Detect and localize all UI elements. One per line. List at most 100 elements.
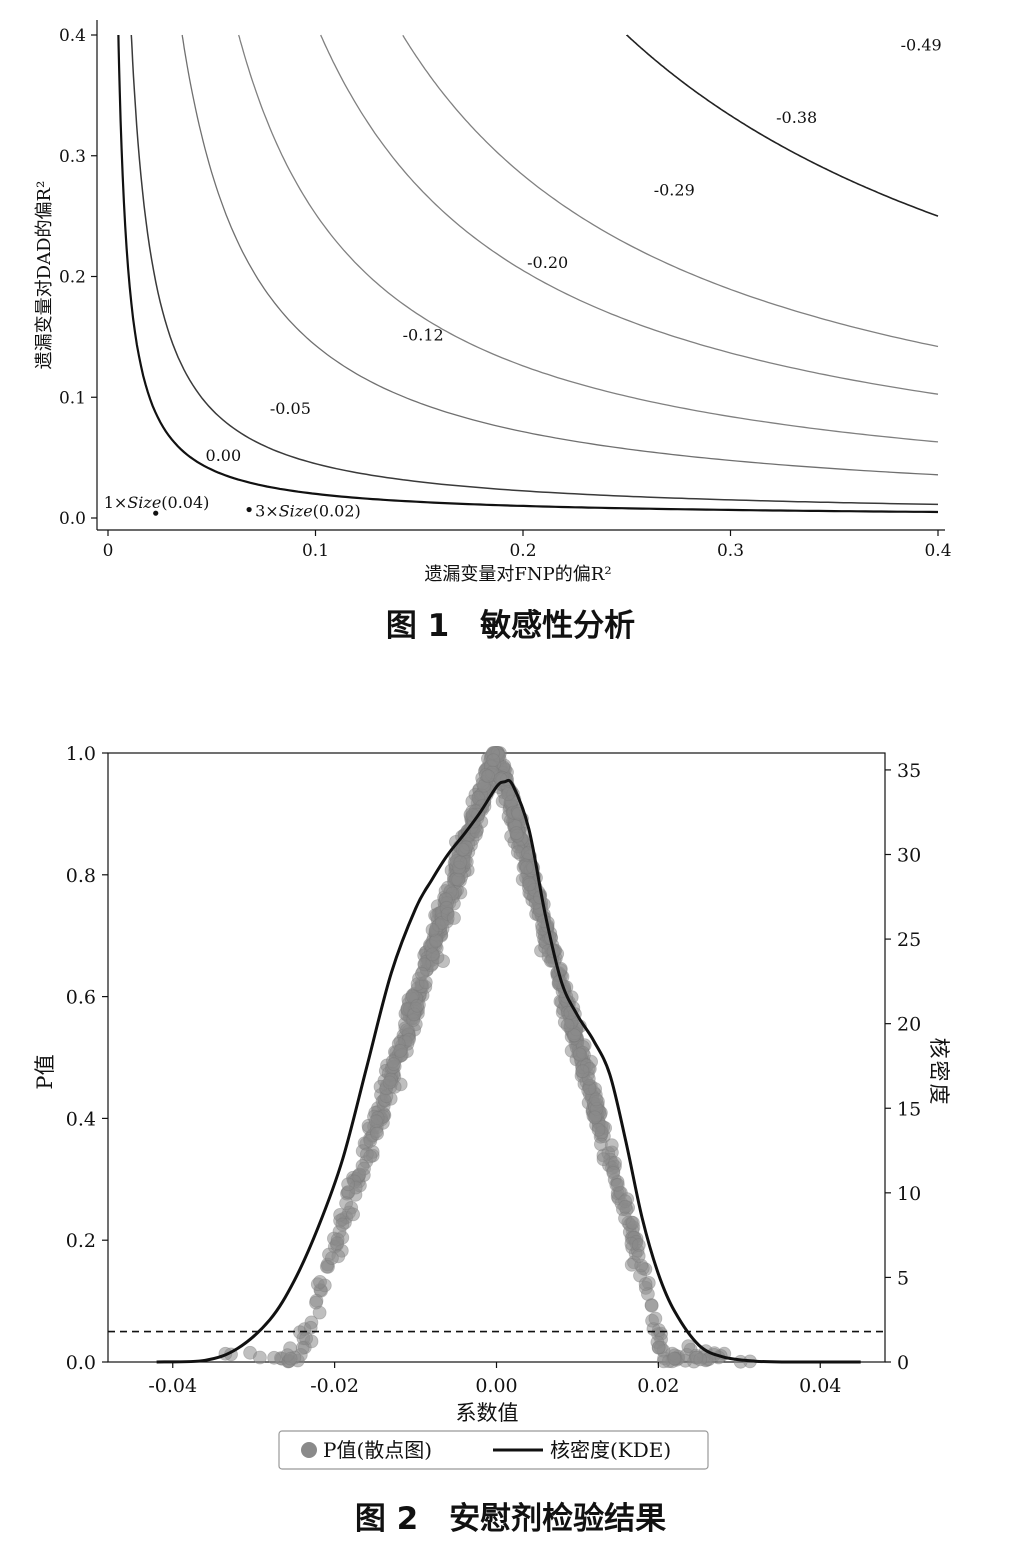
contour-line — [402, 34, 939, 348]
scatter-point — [501, 787, 516, 801]
chart2-left-ticks: 0.0 0.2 0.4 0.6 0.8 1.0 — [66, 743, 108, 1374]
scatter-point — [346, 1207, 361, 1222]
legend-kde-label: 核密度(KDE) — [550, 1438, 671, 1462]
chart2-x-tick-label: 0.02 — [637, 1375, 679, 1397]
scatter-point — [651, 1340, 666, 1355]
contour-line — [626, 34, 939, 217]
benchmark-point — [246, 506, 252, 513]
scatter-point — [339, 1196, 354, 1211]
chart1-x-tick-label: 0.2 — [509, 541, 536, 561]
scatter-point — [382, 1075, 397, 1090]
chart2-x-tick-label: 0.00 — [475, 1375, 517, 1397]
scatter-point — [425, 947, 440, 962]
chart1-x-label: 遗漏变量对FNP的偏R² — [424, 564, 611, 585]
scatter-point — [410, 998, 425, 1013]
contour-label: -0.05 — [270, 399, 311, 418]
scatter-point — [447, 911, 461, 925]
benchmark-label: 1×Size(0.04) — [104, 493, 210, 512]
chart2-right-tick-label: 25 — [897, 929, 921, 951]
scatter-point — [610, 1177, 625, 1192]
chart2-left-tick-label: 0.4 — [66, 1108, 96, 1130]
chart1-axes — [96, 20, 945, 531]
scatter-point — [618, 1199, 633, 1214]
chart1-y-tick-label: 0.1 — [59, 388, 86, 408]
chart2-frame — [107, 752, 886, 1363]
scatter-point — [575, 1064, 590, 1079]
contour-line — [238, 34, 939, 443]
scatter-point — [283, 1351, 298, 1366]
scatter-point — [453, 855, 468, 870]
scatter-point — [330, 1236, 345, 1251]
scatter-point — [341, 1177, 356, 1192]
scatter-point — [522, 877, 537, 892]
chart1-x-tick-label: 0.4 — [924, 541, 951, 561]
chart2-kde-line — [156, 778, 861, 1364]
chart1-x-tick-label: 0.1 — [302, 541, 329, 561]
scatter-point — [451, 872, 466, 887]
chart2-x-tick-label: -0.04 — [148, 1375, 197, 1397]
scatter-point — [667, 1351, 682, 1366]
chart2-right-tick-label: 35 — [897, 760, 921, 782]
scatter-point — [509, 826, 524, 840]
benchmark-point — [153, 510, 159, 516]
contour-label: -0.49 — [901, 36, 942, 55]
scatter-point — [638, 1277, 653, 1291]
chart1-y-tick-label: 0.4 — [59, 26, 86, 46]
contour-line — [130, 34, 939, 506]
chart2-x-ticks: -0.04 -0.02 0.00 0.02 0.04 — [148, 1362, 841, 1397]
chart2-x-tick-label: -0.02 — [310, 1375, 359, 1397]
scatter-point — [324, 1251, 339, 1265]
scatter-point — [693, 1352, 708, 1367]
scatter-point — [604, 1138, 619, 1153]
scatter-point — [560, 1018, 575, 1033]
sensitivity-chart: 0.0 0.1 0.2 0.3 0.4 0 0.1 0.2 0.3 0.4 0.00 -0.05 -… — [34, 20, 952, 585]
chart2-right-tick-label: 15 — [897, 1098, 921, 1120]
scatter-point — [648, 1311, 663, 1326]
chart2-right-tick-label: 0 — [897, 1352, 909, 1374]
chart2-x-tick-label: 0.04 — [799, 1375, 841, 1397]
scatter-point — [425, 922, 440, 937]
chart2-left-tick-label: 0.2 — [66, 1230, 96, 1252]
chart1-benchmarks: 1×Size(0.04) 3×Size(0.02) — [104, 493, 361, 520]
scatter-point — [363, 1149, 378, 1164]
chart2-scatter-points — [218, 746, 757, 1369]
contour-label: -0.12 — [403, 325, 444, 344]
figure1-caption: 图 1 敏感性分析 — [385, 608, 636, 644]
chart2-legend: P值(散点图) 核密度(KDE) — [278, 1430, 709, 1470]
legend-scatter-label: P值(散点图) — [323, 1438, 432, 1462]
scatter-point — [295, 1341, 310, 1355]
scatter-point — [567, 1028, 582, 1043]
legend-scatter-marker — [301, 1442, 317, 1458]
scatter-point — [414, 966, 429, 981]
chart1-y-tick-label: 0.0 — [59, 509, 86, 529]
chart1-y-tick-label: 0.2 — [59, 268, 86, 288]
scatter-point — [313, 1275, 327, 1289]
scatter-point — [626, 1215, 640, 1230]
chart2-right-y-label: 核密度 — [927, 1038, 951, 1107]
contour-label: -0.29 — [654, 181, 695, 200]
scatter-point — [481, 769, 496, 784]
scatter-point — [267, 1350, 282, 1365]
chart2-x-label: 系数值 — [456, 1401, 519, 1425]
chart2-left-tick-label: 0.6 — [66, 987, 96, 1009]
scatter-point — [681, 1339, 696, 1353]
chart2-left-tick-label: 0.8 — [66, 865, 96, 887]
chart2-right-tick-label: 20 — [897, 1014, 921, 1036]
scatter-point — [589, 1092, 604, 1107]
chart2-right-tick-label: 5 — [897, 1267, 909, 1289]
chart2-left-tick-label: 0.0 — [66, 1352, 96, 1374]
chart2-right-tick-label: 10 — [897, 1183, 921, 1205]
scatter-point — [455, 842, 470, 857]
chart2-left-tick-label: 1.0 — [66, 743, 96, 765]
chart1-y-label: 遗漏变量对DAD的偏R² — [34, 181, 55, 370]
scatter-point — [393, 1043, 408, 1058]
scatter-point — [486, 753, 501, 768]
scatter-point — [370, 1126, 385, 1141]
scatter-point — [369, 1114, 383, 1129]
chart1-y-tick-label: 0.3 — [59, 147, 86, 167]
chart1-x-ticks: 0 0.1 0.2 0.3 0.4 — [103, 530, 952, 561]
chart1-x-tick-label: 0 — [103, 541, 114, 561]
scatter-point — [572, 1047, 587, 1062]
scatter-point — [520, 860, 534, 875]
